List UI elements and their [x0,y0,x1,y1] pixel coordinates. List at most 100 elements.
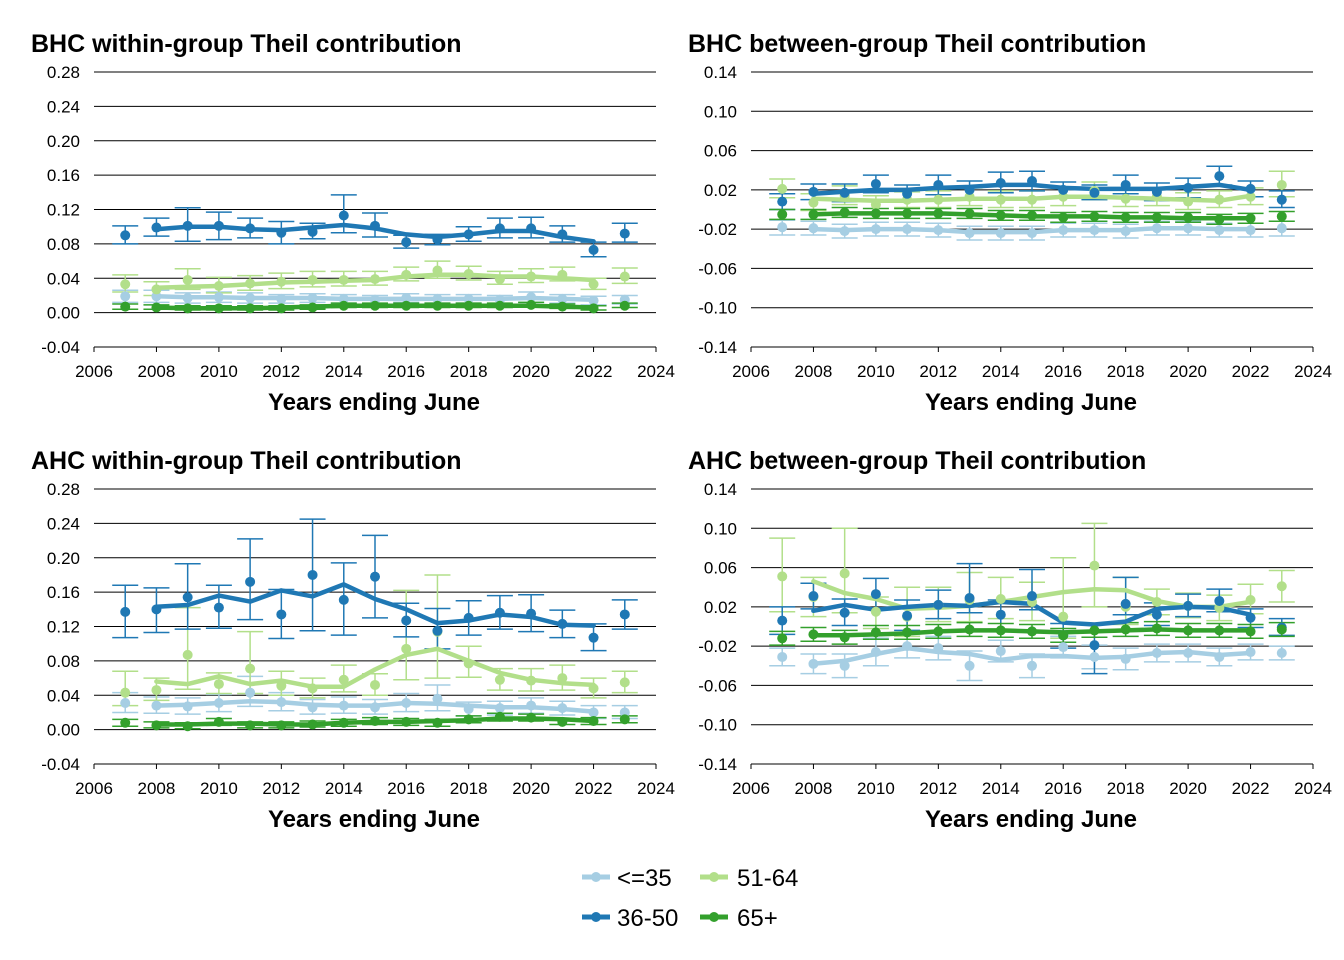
x-tick-label: 2020 [512,362,550,381]
data-point [777,571,788,582]
data-point [276,720,287,731]
x-axis-ticks: 2006 2008 2010 2012 2014 2016 2018 2020 2022 2024 [732,347,1332,381]
data-point [995,646,1006,657]
data-point [557,703,568,714]
data-point [1151,609,1162,620]
x-axis-label: Years ending June [925,389,1137,416]
data-point [1089,625,1100,636]
data-point [245,278,256,289]
data-point [494,607,505,618]
x-tick-label: 2012 [919,779,957,798]
data-point [245,293,256,304]
data-point [839,632,850,643]
data-point [1276,624,1287,635]
y-tick-label: 0.04 [47,686,80,705]
data-point [1120,653,1131,664]
data-point [1183,600,1194,611]
data-point [839,187,850,198]
y-tick-label: 0.10 [704,102,737,121]
points-36_50 [120,210,630,255]
data-point [338,717,349,728]
data-point [151,284,162,295]
data-point [588,279,599,290]
data-point [995,594,1006,604]
data-point [1151,223,1162,234]
panel-bhc-between: BHC between-group Theil contribution Yea… [688,30,1332,416]
data-point [619,300,630,311]
data-point [964,660,975,671]
data-point [245,720,256,731]
data-point [1214,651,1225,662]
data-point [1276,179,1287,190]
data-point [1183,182,1194,193]
data-point [1120,179,1131,190]
data-point [151,222,162,233]
y-tick-label: 0.00 [47,721,80,740]
data-point [777,651,788,662]
data-point [213,716,224,727]
data-point [1027,660,1037,671]
data-point [120,687,131,698]
x-tick-label: 2014 [325,362,363,381]
legend: <=35 51-64 36-50 65+ [582,865,798,932]
data-point [182,649,193,660]
data-point [338,210,349,221]
data-point [557,301,568,312]
y-tick-label: 0.28 [47,480,80,499]
data-point [933,626,944,637]
data-point [401,293,412,304]
data-point [307,274,318,285]
data-point [1089,560,1100,571]
data-point [933,179,944,190]
data-point [839,207,850,218]
data-point [588,632,599,643]
data-point [401,615,412,626]
data-point [1276,648,1287,659]
x-tick-label: 2016 [387,362,425,381]
data-point [370,220,380,231]
data-point [1058,611,1069,622]
legend-item: 36-50 [582,905,678,932]
data-point [1245,183,1256,194]
data-point [463,714,474,725]
data-point [1214,225,1225,236]
data-point [933,643,944,654]
y-tick-label: -0.14 [698,338,737,357]
y-axis-ticks: -0.14 -0.10 -0.06 -0.02 0.02 0.06 0.10 0.14 [698,480,737,774]
series-line-36_50 [154,582,596,628]
data-point [995,194,1006,205]
data-point [964,184,975,195]
data-point [120,291,131,302]
data-point [182,592,193,603]
data-point [307,569,318,580]
data-point [870,606,881,617]
data-point [307,302,318,313]
data-point [307,702,318,713]
chart-title: BHC within-group Theil contribution [31,30,461,58]
data-point [1183,196,1194,207]
data-point [839,660,850,671]
data-point [213,697,224,708]
data-point [1245,626,1256,637]
data-point [182,220,193,231]
x-tick-label: 2022 [575,362,613,381]
data-point [808,629,819,640]
legend-label: <=35 [617,865,672,892]
data-point [995,177,1006,188]
data-point [526,608,537,619]
data-point [1245,647,1256,658]
y-tick-label: 0.12 [47,201,80,220]
x-tick-label: 2016 [387,779,425,798]
data-point [902,188,913,199]
data-point [1245,191,1256,202]
x-tick-label: 2006 [732,779,770,798]
data-point [777,209,788,220]
data-point [1089,225,1100,236]
data-point [1214,214,1225,225]
data-point [1027,591,1037,602]
data-point [1214,171,1225,182]
data-point [307,293,318,304]
x-tick-label: 2020 [512,779,550,798]
data-point [276,227,287,238]
